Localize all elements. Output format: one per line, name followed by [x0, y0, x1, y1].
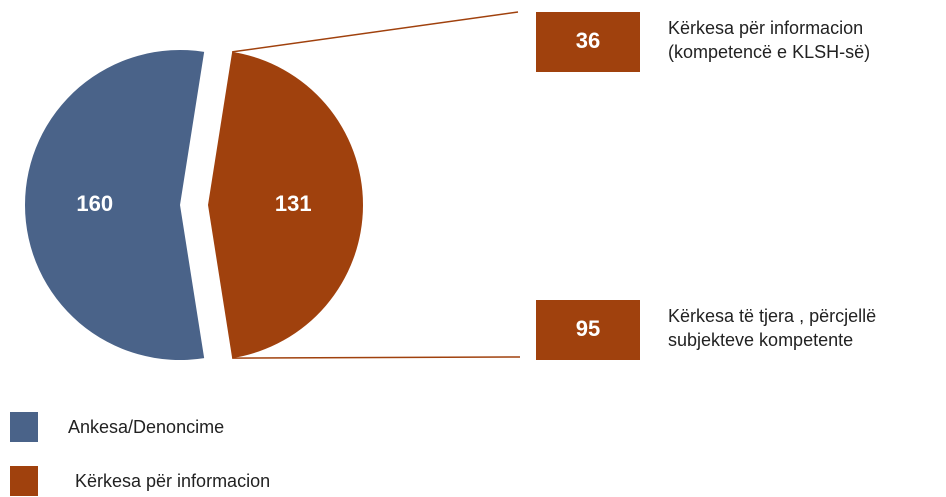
- breakdown-value: 95: [576, 316, 600, 341]
- breakdown-box: [536, 300, 640, 360]
- connector-line: [232, 11, 519, 53]
- slice-label: 131: [275, 191, 312, 216]
- legend-swatch: [10, 412, 38, 442]
- legend-label: Kërkesa për informacion: [75, 471, 270, 491]
- breakdown-label: subjekteve kompetente: [668, 330, 853, 350]
- pie-slice: [208, 51, 364, 359]
- slice-label: 160: [76, 191, 113, 216]
- connector-line: [232, 356, 521, 359]
- breakdown-label: Kërkesa të tjera , përcjellë: [668, 306, 876, 326]
- breakdown-box: [536, 12, 640, 72]
- breakdown-value: 36: [576, 28, 600, 53]
- legend-swatch: [10, 466, 38, 496]
- breakdown-label: Kërkesa për informacion: [668, 18, 863, 38]
- breakdown-label: (kompetencë e KLSH-së): [668, 42, 870, 62]
- pie-slice: [24, 49, 205, 361]
- legend-label: Ankesa/Denoncime: [68, 417, 224, 437]
